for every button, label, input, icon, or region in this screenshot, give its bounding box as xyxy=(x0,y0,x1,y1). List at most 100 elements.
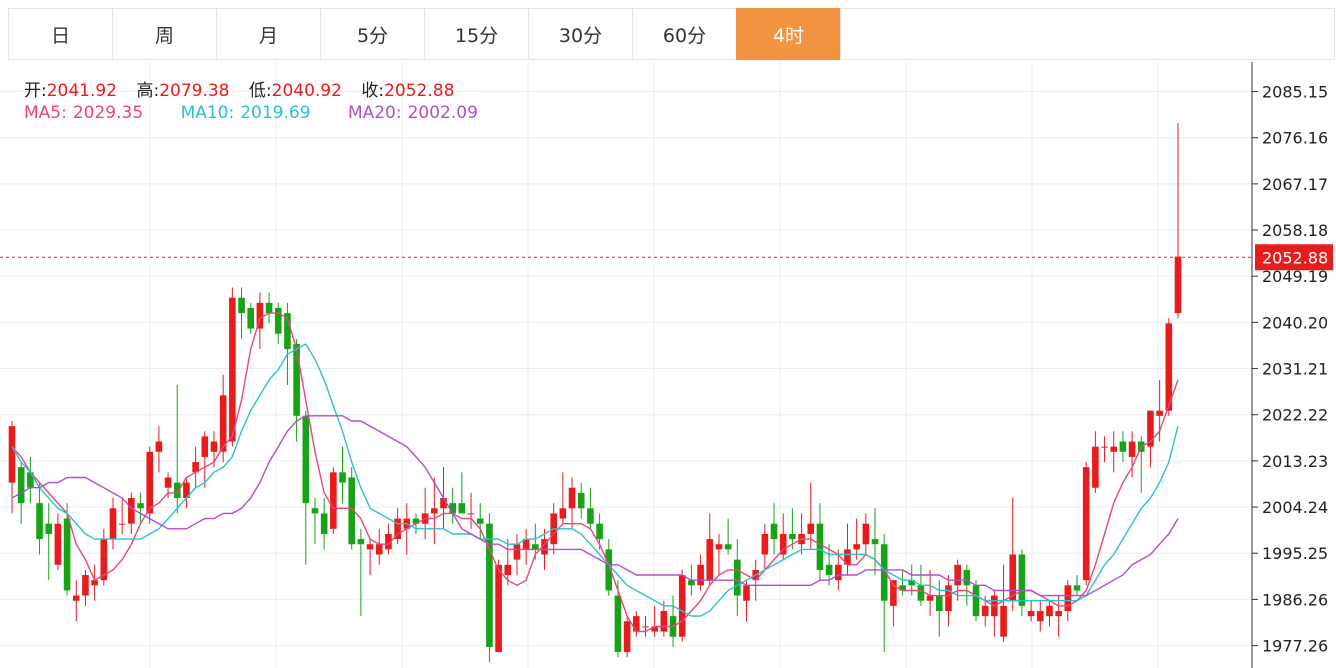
candle-body-11 xyxy=(109,508,117,540)
candle-body-4 xyxy=(45,523,53,534)
candle-body-3 xyxy=(36,503,43,540)
candle-body-71 xyxy=(660,610,668,632)
candle-body-111 xyxy=(1027,610,1035,617)
candle-body-19 xyxy=(183,482,190,499)
tab-day[interactable]: 日 xyxy=(8,8,112,60)
candle-body-74 xyxy=(688,580,695,586)
y-tick-label-12: 1977.26 xyxy=(1262,637,1328,656)
candle-body-16 xyxy=(155,441,163,452)
candle-body-56 xyxy=(522,539,530,550)
candles-layer xyxy=(8,123,1182,663)
candle-body-83 xyxy=(770,523,778,540)
candle-body-120 xyxy=(1110,446,1118,452)
candle-body-114 xyxy=(1055,610,1062,617)
candle-body-57 xyxy=(532,544,539,550)
candle-body-126 xyxy=(1165,323,1173,411)
tab-15min[interactable]: 15分 xyxy=(424,8,528,60)
candle-body-38 xyxy=(357,539,365,545)
candle-body-79 xyxy=(734,559,741,596)
open-label: 开: xyxy=(24,81,47,101)
candle-body-6 xyxy=(63,518,71,591)
y-tick-label-6: 2031.21 xyxy=(1262,360,1328,379)
candle-body-39 xyxy=(366,544,374,550)
ma10-readout: MA10: 2019.69 xyxy=(181,103,327,123)
ma5-label: MA5: xyxy=(24,103,67,123)
y-tick-label-4: 2049.19 xyxy=(1262,267,1328,286)
candle-body-116 xyxy=(1073,585,1081,591)
candle-body-22 xyxy=(210,441,218,452)
candlestick-chart[interactable]: 2085.15 2076.16 2067.17 2058.18 2049.19 2040.… xyxy=(0,62,1336,668)
candle-body-53 xyxy=(495,564,502,653)
candle-body-29 xyxy=(274,307,282,334)
candle-body-105 xyxy=(972,585,980,617)
chart-grid xyxy=(0,62,1252,668)
close-value: 2052.88 xyxy=(384,81,455,101)
candle-body-93 xyxy=(862,523,870,545)
candle-body-48 xyxy=(449,503,456,514)
candle-body-51 xyxy=(476,518,484,524)
candle-body-90 xyxy=(834,564,842,581)
candle-body-80 xyxy=(743,585,750,601)
ma5-value: 2029.35 xyxy=(72,103,144,123)
candle-body-33 xyxy=(311,508,319,514)
close-label: 收: xyxy=(361,81,385,101)
last-price-label: 2052.88 xyxy=(1262,248,1328,267)
tab-4hour[interactable]: 4时 xyxy=(736,8,840,60)
candle-body-49 xyxy=(458,503,466,514)
candle-body-34 xyxy=(320,513,328,534)
candle-body-95 xyxy=(880,544,888,601)
price-axis-ticks: 2085.15 2076.16 2067.17 2058.18 2049.19 2040.… xyxy=(1252,83,1328,656)
candle-body-1 xyxy=(17,467,25,504)
candle-body-58 xyxy=(541,539,548,555)
candle-body-55 xyxy=(513,544,521,560)
candle-body-64 xyxy=(596,523,603,540)
candle-body-125 xyxy=(1156,410,1163,416)
candle-body-119 xyxy=(1101,446,1108,448)
y-tick-label-3: 2058.18 xyxy=(1262,221,1328,240)
candle-body-15 xyxy=(146,451,154,514)
candle-body-110 xyxy=(1018,554,1026,606)
tab-5min[interactable]: 5分 xyxy=(320,8,424,60)
candle-body-109 xyxy=(1009,554,1017,601)
candle-body-54 xyxy=(504,564,512,576)
candle-body-69 xyxy=(642,626,649,628)
ma10-line xyxy=(11,342,1179,617)
candle-body-25 xyxy=(238,297,245,314)
candle-body-104 xyxy=(963,569,971,586)
candle-body-108 xyxy=(1000,605,1007,637)
candle-body-0 xyxy=(8,426,16,483)
tab-bar-filler xyxy=(840,8,1335,60)
high-label: 高: xyxy=(136,81,160,101)
candle-body-30 xyxy=(284,313,291,350)
candle-body-18 xyxy=(173,482,181,499)
candle-body-42 xyxy=(394,518,401,540)
y-tick-label-8: 2013.23 xyxy=(1262,452,1328,471)
candle-body-92 xyxy=(853,544,860,550)
y-tick-label-2: 2067.17 xyxy=(1262,175,1328,194)
ma-info: MA5: 2029.35 MA10: 2019.69 MA20: 2002.09 xyxy=(24,103,510,123)
candle-body-121 xyxy=(1119,441,1127,452)
candle-body-63 xyxy=(587,508,594,524)
candle-body-77 xyxy=(715,544,723,550)
y-tick-label-11: 1986.26 xyxy=(1262,590,1328,609)
tab-week[interactable]: 周 xyxy=(112,8,216,60)
tab-month[interactable]: 月 xyxy=(216,8,320,60)
candle-body-112 xyxy=(1036,610,1044,622)
candle-body-41 xyxy=(385,533,392,550)
ma10-value: 2019.69 xyxy=(240,103,311,123)
tab-30min[interactable]: 30分 xyxy=(528,8,632,60)
period-tab-bar: 日 周 月 5分 15分 30分 60分 4时 xyxy=(8,8,1335,62)
candle-body-7 xyxy=(72,595,80,601)
candle-body-118 xyxy=(1092,446,1099,488)
candle-body-32 xyxy=(302,415,310,504)
y-tick-label-1: 2076.16 xyxy=(1262,129,1328,148)
candle-body-127 xyxy=(1174,256,1182,314)
tab-60min[interactable]: 60分 xyxy=(632,8,736,60)
candle-body-66 xyxy=(614,595,622,653)
candle-body-36 xyxy=(339,472,346,483)
candle-body-106 xyxy=(981,605,989,617)
candle-body-35 xyxy=(330,472,337,529)
candle-body-124 xyxy=(1147,410,1154,447)
candle-body-50 xyxy=(467,513,475,515)
candle-body-122 xyxy=(1128,441,1136,457)
